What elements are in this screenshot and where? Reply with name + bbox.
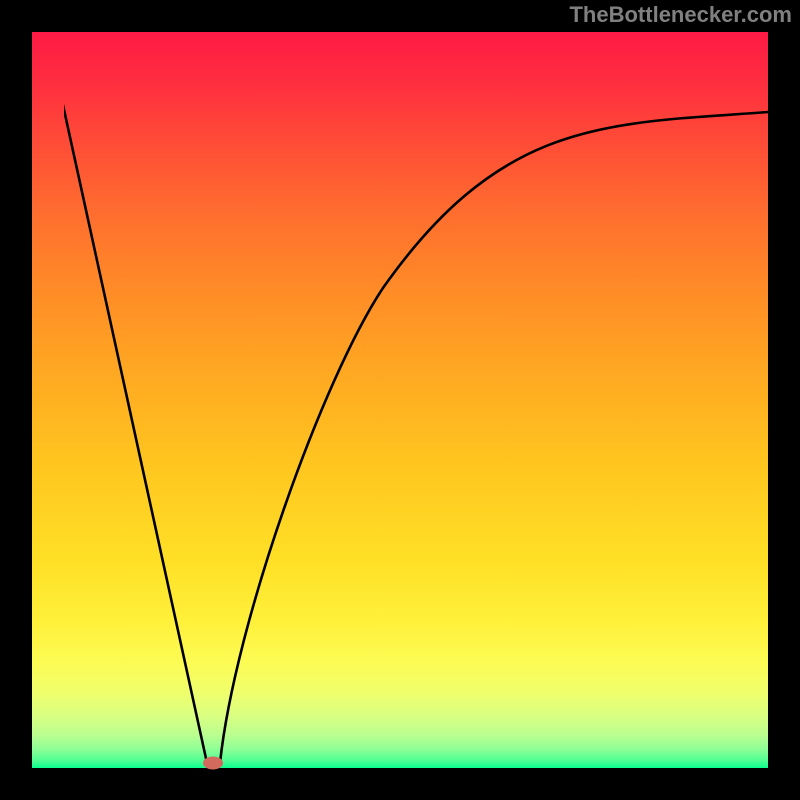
- bottleneck-chart: [0, 0, 800, 800]
- chart-container: TheBottlenecker.com: [0, 0, 800, 800]
- optimum-marker: [203, 757, 223, 770]
- watermark-text: TheBottlenecker.com: [569, 2, 792, 28]
- chart-background-gradient: [32, 32, 768, 768]
